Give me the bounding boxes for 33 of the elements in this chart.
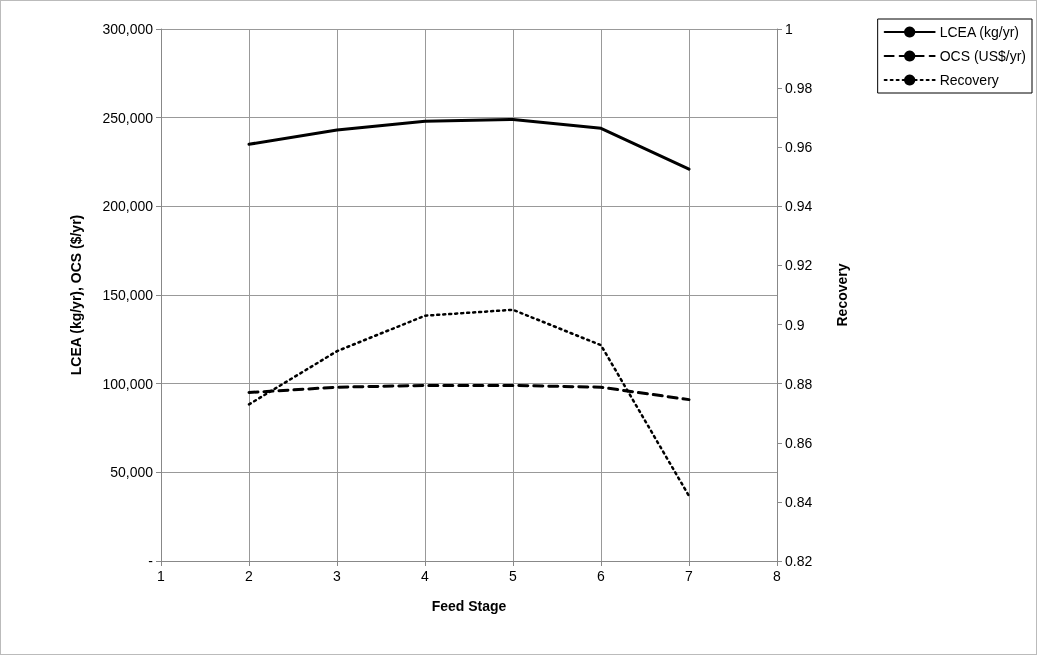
y-tick-label: 50,000 — [110, 464, 154, 481]
y2-tick-label: 0.84 — [785, 493, 813, 510]
y-tick-label: 300,000 — [102, 21, 154, 37]
x-axis-title: Feed Stage — [431, 598, 507, 614]
legend-label: OCS (US$/yr) — [939, 48, 1027, 64]
legend-label: Recovery — [939, 72, 999, 88]
y2-tick-label: 1 — [785, 21, 793, 37]
y2-tick-label: 0.98 — [785, 80, 813, 97]
y-tick-label: 250,000 — [102, 109, 154, 126]
y2-tick-label: 0.86 — [785, 434, 813, 451]
x-tick-label: 4 — [421, 568, 430, 584]
y-axis-title: LCEA (kg/yr), OCS ($/yr) — [68, 214, 84, 376]
y-tick-label: - — [148, 553, 154, 569]
y-tick-label: 200,000 — [102, 198, 154, 215]
x-tick-label: 5 — [509, 568, 518, 584]
x-tick-label: 7 — [685, 568, 694, 584]
line-series — [247, 308, 691, 498]
y2-tick-label: 0.82 — [785, 553, 813, 569]
x-tick-label: 2 — [245, 568, 254, 584]
y-tick-label: 100,000 — [102, 375, 154, 392]
y2-tick-label: 0.94 — [785, 198, 813, 215]
x-tick-label: 8 — [773, 568, 782, 584]
x-tick-label: 6 — [597, 568, 606, 584]
x-tick-label: 3 — [333, 568, 342, 584]
x-tick-label: 1 — [157, 568, 166, 584]
y2-tick-label: 0.9 — [785, 316, 805, 333]
y2-tick-label: 0.88 — [785, 375, 813, 392]
y2-axis-title: Recovery — [834, 263, 850, 327]
legend-label: LCEA (kg/yr) — [939, 24, 1020, 40]
line-series — [247, 117, 691, 171]
y2-tick-label: 0.92 — [785, 257, 813, 274]
y2-tick-label: 0.96 — [785, 139, 813, 156]
y-tick-label: 150,000 — [102, 287, 154, 303]
